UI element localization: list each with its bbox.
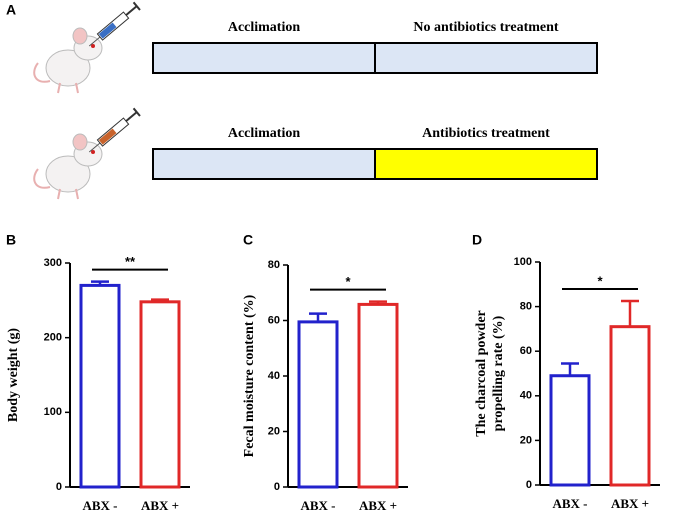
syringe — [88, 107, 141, 153]
y-tick-label: 0 — [274, 481, 280, 493]
panel-label: B — [6, 232, 16, 248]
x-tick-label: ABX + — [359, 498, 397, 513]
mouse-icon — [33, 133, 103, 200]
bar — [357, 302, 399, 489]
x-tick-label: ABX - — [300, 498, 335, 513]
syringe-plunger — [125, 111, 138, 122]
y-tick-label: 100 — [44, 406, 62, 418]
mouse-body — [45, 155, 91, 193]
mouse-leg — [57, 82, 61, 94]
phase-label: No antibiotics treatment — [413, 20, 558, 35]
y-axis-label: Fecal moisture content (%) — [242, 294, 257, 457]
syringe-handle — [132, 107, 141, 117]
bar — [549, 374, 591, 487]
syringe-needle — [88, 36, 101, 47]
y-tick-label: 0 — [56, 481, 62, 493]
y-tick-label: 80 — [268, 259, 280, 271]
mouse-ear — [72, 27, 88, 45]
significance-label: ** — [125, 254, 136, 269]
y-axis-label: propelling rate (%) — [491, 315, 506, 431]
bar — [139, 300, 181, 489]
syringe-fluid — [98, 128, 117, 145]
panel-label: A — [6, 2, 16, 18]
x-tick-label: ABX + — [611, 496, 649, 511]
mouse-ear — [72, 133, 88, 151]
mouse-tail — [33, 62, 51, 83]
y-tick-label: 60 — [268, 314, 280, 326]
y-tick-label: 60 — [520, 345, 532, 357]
phase-label: Antibiotics treatment — [422, 126, 550, 141]
syringe-needle — [88, 142, 101, 153]
x-tick-label: ABX - — [82, 498, 117, 513]
y-axis-label: The charcoal powder — [474, 310, 489, 437]
y-tick-label: 0 — [526, 479, 532, 491]
y-tick-label: 40 — [520, 390, 532, 402]
y-tick-label: 100 — [514, 256, 532, 268]
phase-block — [152, 148, 376, 180]
phase-label: Acclimation — [228, 20, 301, 35]
syringe-plunger — [125, 5, 138, 16]
mouse-eye — [91, 150, 95, 154]
y-tick-label: 80 — [520, 301, 532, 313]
panel-label: D — [472, 232, 482, 248]
x-tick-label: ABX - — [552, 496, 587, 511]
mouse-eye — [91, 44, 95, 48]
y-tick-label: 40 — [268, 370, 280, 382]
bar — [297, 320, 339, 489]
panel-label: C — [243, 232, 253, 248]
phase-block — [152, 42, 376, 74]
mouse-tail — [33, 168, 51, 189]
mouse-leg — [75, 82, 79, 94]
significance-label: * — [345, 274, 351, 289]
mouse-icon — [33, 27, 103, 94]
bar — [609, 325, 651, 487]
y-tick-label: 20 — [520, 434, 532, 446]
syringe-handle — [132, 1, 141, 11]
y-tick-label: 20 — [268, 425, 280, 437]
y-tick-label: 300 — [44, 257, 62, 269]
y-tick-label: 200 — [44, 332, 62, 344]
phase-block — [374, 148, 598, 180]
y-axis-label: Body weight (g) — [6, 328, 21, 422]
x-tick-label: ABX + — [141, 498, 179, 513]
bar — [79, 283, 121, 489]
mouse-leg — [75, 188, 79, 200]
syringe — [88, 1, 141, 47]
significance-label: * — [597, 273, 603, 288]
mouse-leg — [57, 188, 61, 200]
mouse-body — [45, 49, 91, 87]
syringe-fluid — [98, 22, 117, 39]
phase-block — [374, 42, 598, 74]
phase-label: Acclimation — [228, 126, 301, 141]
